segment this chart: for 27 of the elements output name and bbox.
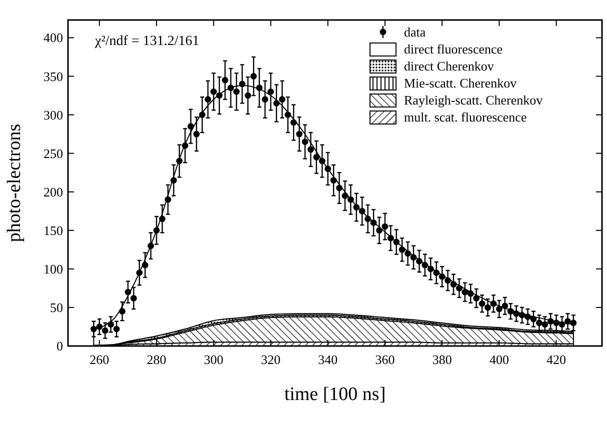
x-tick-label: 280 xyxy=(146,352,166,367)
legend-label: Mie-scatt. Cherenkov xyxy=(404,76,518,90)
x-tick-label: 360 xyxy=(375,352,395,367)
annotation: χ²/ndf = 131.2/161 xyxy=(94,34,200,49)
y-tick-label: 250 xyxy=(44,146,63,161)
legend-label: direct Cherenkov xyxy=(404,58,494,74)
x-tick-label: 320 xyxy=(261,352,280,367)
x-tick-label: 340 xyxy=(318,352,338,367)
y-tick-label: 200 xyxy=(44,184,63,200)
legend-label: Rayleigh-scatt. Cherenkov xyxy=(404,92,544,108)
x-tick-label: 380 xyxy=(432,352,452,367)
x-tick-label: 400 xyxy=(489,352,509,367)
legend-label: data xyxy=(404,24,426,40)
y-tick-label: 100 xyxy=(44,261,63,276)
legend-label: mult. scat. fluorescence xyxy=(404,110,527,124)
y-tick-label: 50 xyxy=(50,300,63,315)
y-tick-label: 400 xyxy=(44,30,63,46)
x-tick-label: 300 xyxy=(204,352,224,367)
y-axis-title: photo-electrons xyxy=(4,124,25,242)
y-tick-label: 0 xyxy=(56,338,63,354)
x-tick-label: 420 xyxy=(546,352,566,367)
x-axis-title: time [100 ns] xyxy=(284,384,386,405)
legend-label: direct fluorescence xyxy=(404,42,503,56)
y-tick-label: 150 xyxy=(44,222,63,238)
y-tick-label: 300 xyxy=(44,107,63,122)
x-tick-label: 260 xyxy=(90,352,110,367)
y-tick-label: 350 xyxy=(44,68,63,84)
